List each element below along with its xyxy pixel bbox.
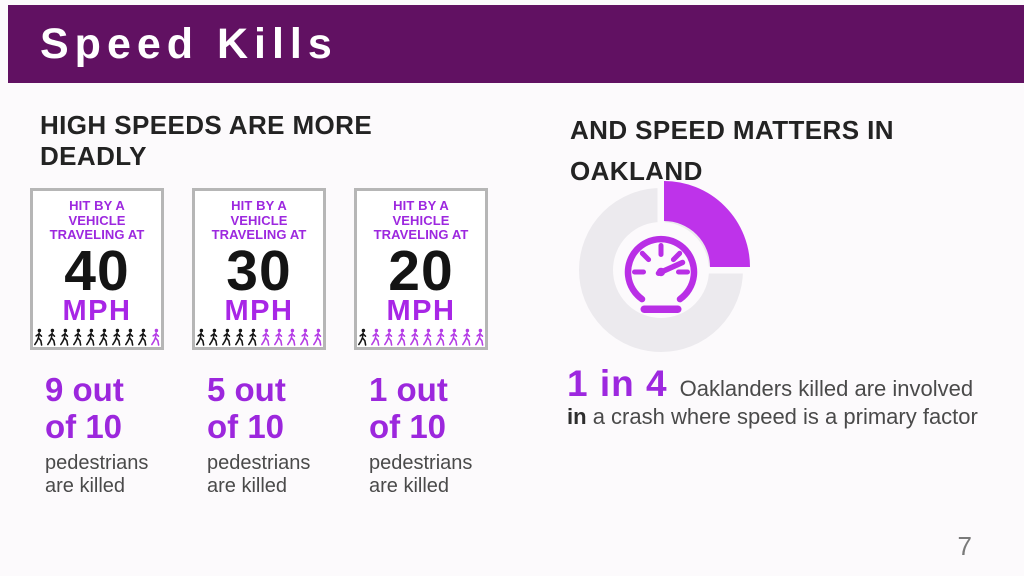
speedometer-icon	[624, 235, 698, 313]
stat-caption-line2: are killed	[369, 475, 450, 497]
pedestrian-pictograph	[30, 328, 164, 347]
pedestrian-icon	[32, 328, 45, 347]
oakland-stat-callout: 1 in 4 Oaklanders killed are involved in …	[567, 365, 1024, 431]
pedestrian-icon	[233, 328, 246, 347]
left-section-heading: HIGH SPEEDS ARE MORE DEADLY	[40, 110, 372, 172]
pedestrian-pictograph	[354, 328, 488, 347]
speed-value: 30	[226, 238, 292, 303]
callout-line2: in a crash where speed is a primary fact…	[567, 403, 1024, 431]
pedestrian-icon	[123, 328, 136, 347]
speed-card-column: HIT BY A VEHICLE TRAVELING AT 20 MPH 1 o…	[354, 188, 488, 498]
stat-caption-line2: are killed	[207, 475, 288, 497]
speed-card: HIT BY A VEHICLE TRAVELING AT 20 MPH	[354, 188, 488, 350]
pedestrian-icon	[58, 328, 71, 347]
speed-unit: MPH	[386, 294, 456, 327]
pedestrian-icon	[285, 328, 298, 347]
right-heading-line1: AND SPEED MATTERS IN	[570, 115, 894, 145]
pedestrian-icon	[272, 328, 285, 347]
right-heading-line2: OAKLAND	[570, 156, 703, 186]
stat-fraction: 1 out of 10	[354, 371, 488, 445]
pedestrian-icon	[246, 328, 259, 347]
card-label-line3: TRAVELING AT	[49, 227, 145, 242]
card-label-line3: TRAVELING AT	[373, 227, 469, 242]
callout-text1: Oaklanders killed are involved	[679, 376, 974, 401]
callout-bold-word: in	[567, 404, 587, 429]
pedestrian-icon	[259, 328, 272, 347]
speed-card-column: HIT BY A VEHICLE TRAVELING AT 30 MPH 5 o…	[192, 188, 326, 498]
pedestrian-icon	[421, 328, 434, 347]
card-label-line2: VEHICLE	[68, 212, 126, 228]
pedestrian-icon	[356, 328, 369, 347]
stat-one-in-four: 1 in 4	[567, 363, 668, 404]
pedestrian-icon	[382, 328, 395, 347]
card-label-line1: HIT BY A	[393, 198, 449, 213]
slide-title: Speed Kills	[40, 19, 338, 68]
left-heading-line2: DEADLY	[40, 141, 147, 171]
page-number: 7	[957, 531, 972, 561]
stat-fraction-line2: of 10	[207, 408, 285, 445]
stat-caption-line1: pedestrians	[45, 452, 149, 474]
card-label-line2: VEHICLE	[230, 212, 288, 228]
speed-cards-row: HIT BY A VEHICLE TRAVELING AT 40 MPH 9 o…	[30, 188, 488, 498]
pedestrian-icon	[194, 328, 207, 347]
slide-header: Speed Kills	[8, 5, 1024, 83]
callout-line1: 1 in 4 Oaklanders killed are involved	[567, 365, 1024, 403]
stat-fraction-line1: 5 out	[207, 371, 286, 408]
card-label-line1: HIT BY A	[231, 198, 287, 213]
stat-fraction-line1: 1 out	[369, 371, 448, 408]
pedestrian-icon	[84, 328, 97, 347]
card-label-line2: VEHICLE	[392, 212, 450, 228]
stat-fraction: 5 out of 10	[192, 371, 326, 445]
speed-value: 20	[388, 238, 454, 303]
pedestrian-pictograph	[192, 328, 326, 347]
stat-caption-line1: pedestrians	[369, 452, 473, 474]
pedestrian-icon	[311, 328, 324, 347]
pedestrian-icon	[97, 328, 110, 347]
card-label: HIT BY A VEHICLE TRAVELING AT	[33, 198, 161, 243]
pedestrian-icon	[298, 328, 311, 347]
card-label-line1: HIT BY A	[69, 198, 125, 213]
stat-fraction-line2: of 10	[369, 408, 447, 445]
pedestrian-icon	[220, 328, 233, 347]
stat-caption: pedestrians are killed	[192, 452, 326, 498]
pedestrian-icon	[110, 328, 123, 347]
pedestrian-icon	[408, 328, 421, 347]
stat-caption-line2: are killed	[45, 475, 126, 497]
speed-card: HIT BY A VEHICLE TRAVELING AT 30 MPH	[192, 188, 326, 350]
card-label: HIT BY A VEHICLE TRAVELING AT	[195, 198, 323, 243]
stat-fraction-line2: of 10	[45, 408, 123, 445]
speed-card-column: HIT BY A VEHICLE TRAVELING AT 40 MPH 9 o…	[30, 188, 164, 498]
stat-fraction: 9 out of 10	[30, 371, 164, 445]
speed-unit: MPH	[224, 294, 294, 327]
pedestrian-icon	[395, 328, 408, 347]
stat-caption-line1: pedestrians	[207, 452, 311, 474]
speed-card: HIT BY A VEHICLE TRAVELING AT 40 MPH	[30, 188, 164, 350]
pedestrian-icon	[136, 328, 149, 347]
pedestrian-icon	[149, 328, 162, 347]
stat-fraction-line1: 9 out	[45, 371, 124, 408]
pedestrian-icon	[473, 328, 486, 347]
speed-value: 40	[64, 238, 130, 303]
pedestrian-icon	[45, 328, 58, 347]
speed-unit: MPH	[62, 294, 132, 327]
card-label: HIT BY A VEHICLE TRAVELING AT	[357, 198, 485, 243]
stat-caption: pedestrians are killed	[354, 452, 488, 498]
donut-arc-segment	[663, 181, 750, 268]
card-label-line3: TRAVELING AT	[211, 227, 307, 242]
pedestrian-icon	[460, 328, 473, 347]
pedestrian-icon	[71, 328, 84, 347]
pedestrian-icon	[369, 328, 382, 347]
pedestrian-icon	[447, 328, 460, 347]
pedestrian-icon	[434, 328, 447, 347]
speed-donut-chart	[579, 179, 752, 352]
right-section-heading: AND SPEED MATTERS IN OAKLAND	[570, 110, 894, 192]
pedestrian-icon	[207, 328, 220, 347]
callout-text2: a crash where speed is a primary factor	[592, 404, 978, 429]
left-heading-line1: HIGH SPEEDS ARE MORE	[40, 110, 373, 140]
stat-caption: pedestrians are killed	[30, 452, 164, 498]
